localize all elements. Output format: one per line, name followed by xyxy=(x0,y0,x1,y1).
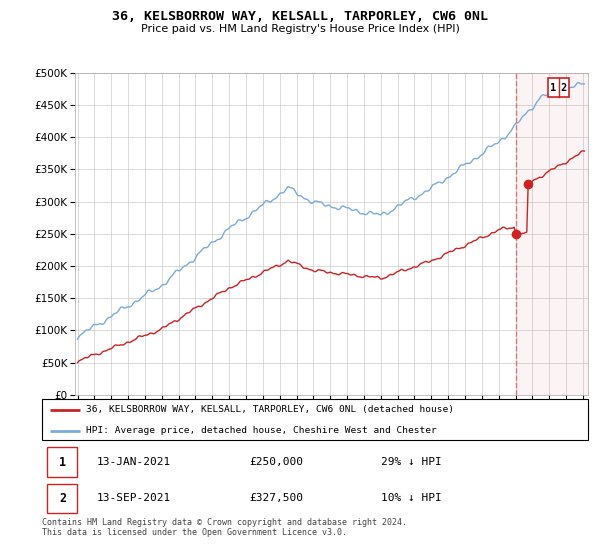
Text: £327,500: £327,500 xyxy=(250,493,304,503)
Text: 13-SEP-2021: 13-SEP-2021 xyxy=(97,493,171,503)
Text: 36, KELSBORROW WAY, KELSALL, TARPORLEY, CW6 0NL: 36, KELSBORROW WAY, KELSALL, TARPORLEY, … xyxy=(112,10,488,23)
Text: HPI: Average price, detached house, Cheshire West and Chester: HPI: Average price, detached house, Ches… xyxy=(86,426,436,435)
Text: 13-JAN-2021: 13-JAN-2021 xyxy=(97,457,171,467)
Text: 2: 2 xyxy=(561,83,567,92)
Text: 36, KELSBORROW WAY, KELSALL, TARPORLEY, CW6 0NL (detached house): 36, KELSBORROW WAY, KELSALL, TARPORLEY, … xyxy=(86,405,454,414)
Text: 1: 1 xyxy=(550,83,556,92)
Text: Contains HM Land Registry data © Crown copyright and database right 2024.
This d: Contains HM Land Registry data © Crown c… xyxy=(42,518,407,538)
Text: 10% ↓ HPI: 10% ↓ HPI xyxy=(380,493,441,503)
Text: 1: 1 xyxy=(59,455,66,469)
Text: £250,000: £250,000 xyxy=(250,457,304,467)
Bar xyxy=(516,73,588,395)
Text: 29% ↓ HPI: 29% ↓ HPI xyxy=(380,457,441,467)
Text: 2: 2 xyxy=(59,492,66,505)
FancyBboxPatch shape xyxy=(47,447,77,477)
FancyBboxPatch shape xyxy=(47,484,77,513)
Text: Price paid vs. HM Land Registry's House Price Index (HPI): Price paid vs. HM Land Registry's House … xyxy=(140,24,460,34)
FancyBboxPatch shape xyxy=(548,78,569,97)
